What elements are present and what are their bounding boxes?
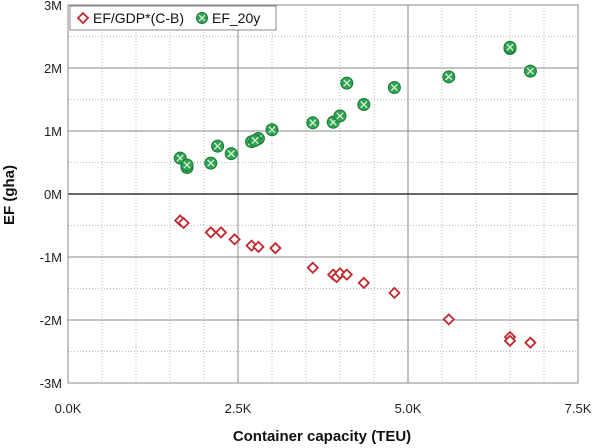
grid-lines: [67, 4, 579, 384]
legend-box: [69, 5, 277, 31]
data-point-circle: [442, 70, 456, 84]
y-axis-title: EF (gha): [1, 165, 18, 225]
data-point-circle: [204, 156, 218, 170]
data-point-circle: [306, 116, 320, 130]
y-tick-label: 3M: [44, 0, 62, 13]
data-point-circle: [211, 139, 225, 153]
data-points: [173, 40, 537, 349]
data-point-diamond: [357, 276, 371, 290]
data-point-circle: [387, 81, 401, 95]
y-tick-label: 2M: [44, 61, 62, 76]
data-point-diamond: [340, 268, 354, 281]
y-tick-label: -3M: [40, 376, 62, 391]
series-ef-gdp: [173, 214, 537, 349]
x-tick-label: 2.5K: [225, 401, 252, 416]
data-point-diamond: [306, 261, 320, 274]
data-point-diamond: [214, 226, 228, 239]
data-point-diamond: [524, 336, 537, 349]
x-tick-label: 5.0K: [395, 401, 422, 416]
legend-label-ef-gdp: EF/GDP*(C-B): [93, 10, 184, 26]
x-tick-label: 0.0K: [55, 401, 82, 416]
data-point-circle: [340, 76, 354, 90]
data-point-circle: [224, 147, 238, 161]
plot-frame: [67, 4, 579, 384]
data-point-diamond: [252, 240, 265, 254]
data-point-diamond: [228, 233, 241, 246]
legend-label-ef-20y: EF_20y: [212, 10, 260, 26]
data-point-diamond: [177, 216, 190, 230]
data-point-circle: [248, 133, 262, 147]
data-point-circle: [503, 40, 517, 54]
data-point-diamond: [503, 334, 517, 348]
data-point-diamond: [204, 226, 218, 239]
data-point-circle: [333, 109, 347, 123]
x-tick-label: 7.5K: [565, 401, 592, 416]
legend: EF/GDP*(C-B) EF_20y: [69, 5, 277, 31]
data-point-circle: [180, 158, 194, 172]
y-tick-label: -2M: [40, 313, 62, 328]
data-point-diamond: [388, 286, 401, 300]
data-point-circle: [523, 64, 537, 78]
y-tick-label: -1M: [40, 250, 62, 265]
legend-marker-ef-gdp: [76, 11, 90, 25]
legend-marker-ef-20y: [196, 12, 208, 24]
data-point-diamond: [442, 313, 456, 326]
x-axis-ticks: 0.0K 2.5K 5.0K 7.5K: [55, 401, 592, 416]
data-point-diamond: [269, 241, 282, 255]
x-axis-title: Container capacity (TEU): [233, 428, 411, 445]
data-point-circle: [357, 98, 371, 112]
data-point-circle: [265, 123, 279, 137]
y-tick-label: 0M: [44, 187, 62, 202]
y-axis-ticks: 3M 2M 1M 0M -1M -2M -3M: [40, 0, 62, 391]
y-tick-label: 1M: [44, 124, 62, 139]
series-ef-20y: [173, 40, 537, 175]
